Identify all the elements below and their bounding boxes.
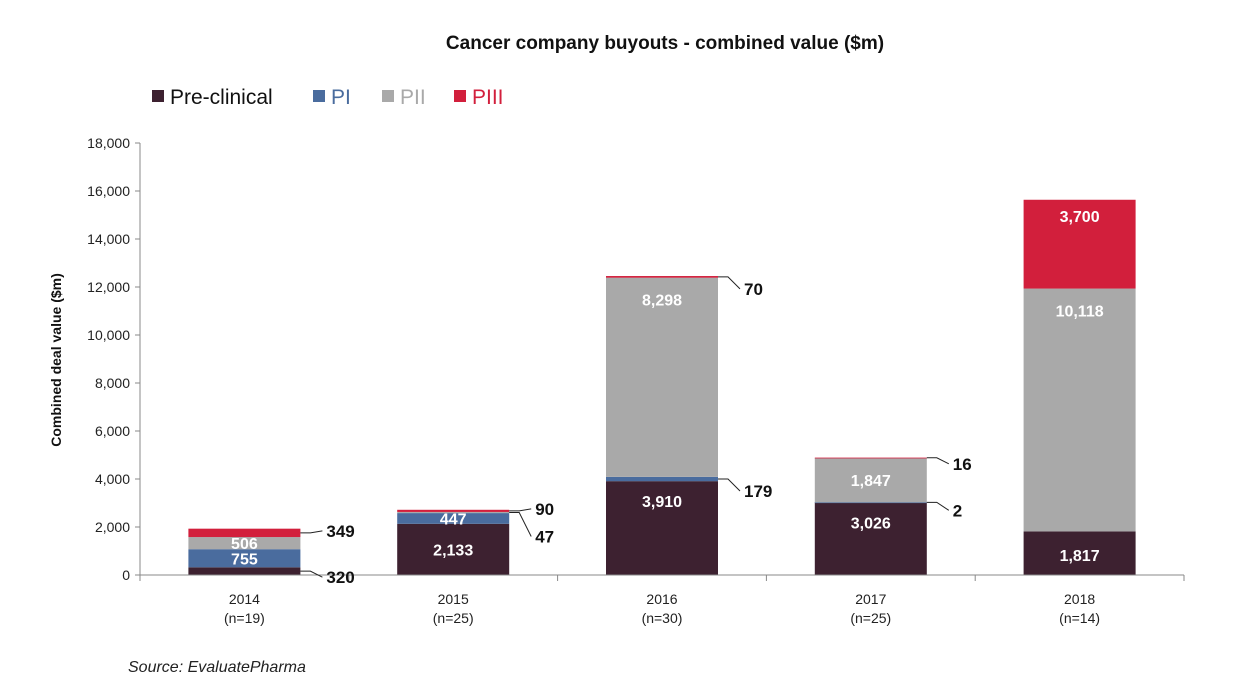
- data-label-inside: 755: [231, 551, 258, 568]
- y-axis-label: Combined deal value ($m): [48, 273, 64, 446]
- data-label-inside: 3,700: [1060, 209, 1100, 226]
- legend-label: PI: [331, 86, 351, 109]
- data-label-inside: 10,118: [1056, 304, 1104, 321]
- x-category-label: 2016: [646, 591, 677, 607]
- x-category-count: (n=30): [642, 610, 683, 626]
- data-label-outside: 16: [953, 455, 972, 474]
- bar-piii-2018: [1023, 199, 1136, 289]
- bar-pre-clinical-2016: [606, 481, 718, 575]
- bar-pi-2015: [397, 513, 510, 524]
- leader-line: [926, 457, 950, 465]
- bar-pre-clinical-2018: [1023, 531, 1136, 575]
- data-label-inside: 447: [440, 511, 467, 528]
- bar-pi-2017: [814, 502, 927, 504]
- y-tick-label: 16,000: [87, 183, 130, 199]
- data-label-outside: 2: [953, 501, 962, 520]
- x-category-label: 2017: [855, 591, 886, 607]
- data-label-inside: 1,817: [1060, 548, 1100, 565]
- y-tick-label: 10,000: [87, 327, 130, 343]
- x-category-label: 2014: [229, 591, 260, 607]
- data-label-outside: 179: [744, 482, 772, 501]
- legend-label: PII: [400, 86, 426, 109]
- data-label-outside: 349: [326, 522, 354, 541]
- x-category-count: (n=14): [1059, 610, 1100, 626]
- bar-pi-2016: [606, 476, 718, 482]
- x-category-count: (n=19): [224, 610, 265, 626]
- leader-line: [300, 570, 323, 578]
- bar-pre-clinical-2014: [188, 567, 301, 575]
- y-tick-label: 8,000: [95, 375, 130, 391]
- y-tick-label: 14,000: [87, 231, 130, 247]
- x-axis: 2014 (n=19) 2015 (n=25) 2016 (n=30) 2017 (n=25)…: [139, 574, 1185, 626]
- data-label-inside: 8,298: [642, 293, 682, 310]
- bar-pre-clinical-2017: [814, 502, 927, 575]
- y-tick-label: 4,000: [95, 471, 130, 487]
- source-note: Source: EvaluatePharma: [128, 659, 306, 676]
- data-label-inside: 1,847: [851, 473, 891, 490]
- y-axis: 0 2,000 4,000 6,000 8,000 10,000 12,000 14,000 1…: [87, 135, 141, 583]
- x-category-label: 2018: [1064, 591, 1095, 607]
- y-tick-label: 0: [122, 567, 130, 583]
- leader-line: [718, 478, 741, 492]
- leader-line: [926, 501, 950, 511]
- data-label-inside: 3,026: [851, 515, 891, 532]
- legend-label: Pre-clinical: [170, 86, 273, 109]
- leader-line: [509, 512, 532, 537]
- legend-swatch: [454, 90, 466, 102]
- y-tick-label: 18,000: [87, 135, 130, 151]
- legend-swatch: [382, 90, 394, 102]
- legend-label: PIII: [472, 86, 504, 109]
- bar-piii-2017: [814, 457, 927, 459]
- x-category-label: 2015: [438, 591, 469, 607]
- bars: [188, 199, 1136, 575]
- legend-swatch: [313, 90, 325, 102]
- data-label-inside: 2,133: [433, 542, 473, 559]
- bar-pi-2014: [188, 549, 301, 568]
- data-label-inside: 3,910: [642, 494, 682, 511]
- data-label-outside: 70: [744, 280, 763, 299]
- bar-piii-2014: [188, 528, 301, 538]
- leader-line: [718, 276, 741, 290]
- y-tick-label: 6,000: [95, 423, 130, 439]
- legend: Pre-clinical PI PII PIII: [152, 86, 504, 109]
- leader-line: [300, 530, 323, 534]
- bar-piii-2015: [397, 509, 510, 512]
- data-label-outside: 90: [535, 500, 554, 519]
- bar-piii-2016: [606, 276, 718, 278]
- x-category-count: (n=25): [850, 610, 891, 626]
- y-tick-label: 12,000: [87, 279, 130, 295]
- x-category-count: (n=25): [433, 610, 474, 626]
- bar-pii-2016: [606, 277, 718, 477]
- legend-swatch: [152, 90, 164, 102]
- bar-pii-2018: [1023, 288, 1136, 532]
- data-label-outside: 320: [326, 568, 354, 587]
- leader-line: [509, 508, 532, 512]
- bar-pii-2017: [814, 458, 927, 503]
- chart-title: Cancer company buyouts - combined value …: [446, 33, 884, 54]
- bar-pii-2014: [188, 537, 301, 550]
- bar-pii-2015: [397, 511, 510, 514]
- bar-pre-clinical-2015: [397, 523, 510, 575]
- data-label-outside: 47: [535, 528, 554, 547]
- data-label-inside: 506: [231, 536, 258, 553]
- y-tick-label: 2,000: [95, 519, 130, 535]
